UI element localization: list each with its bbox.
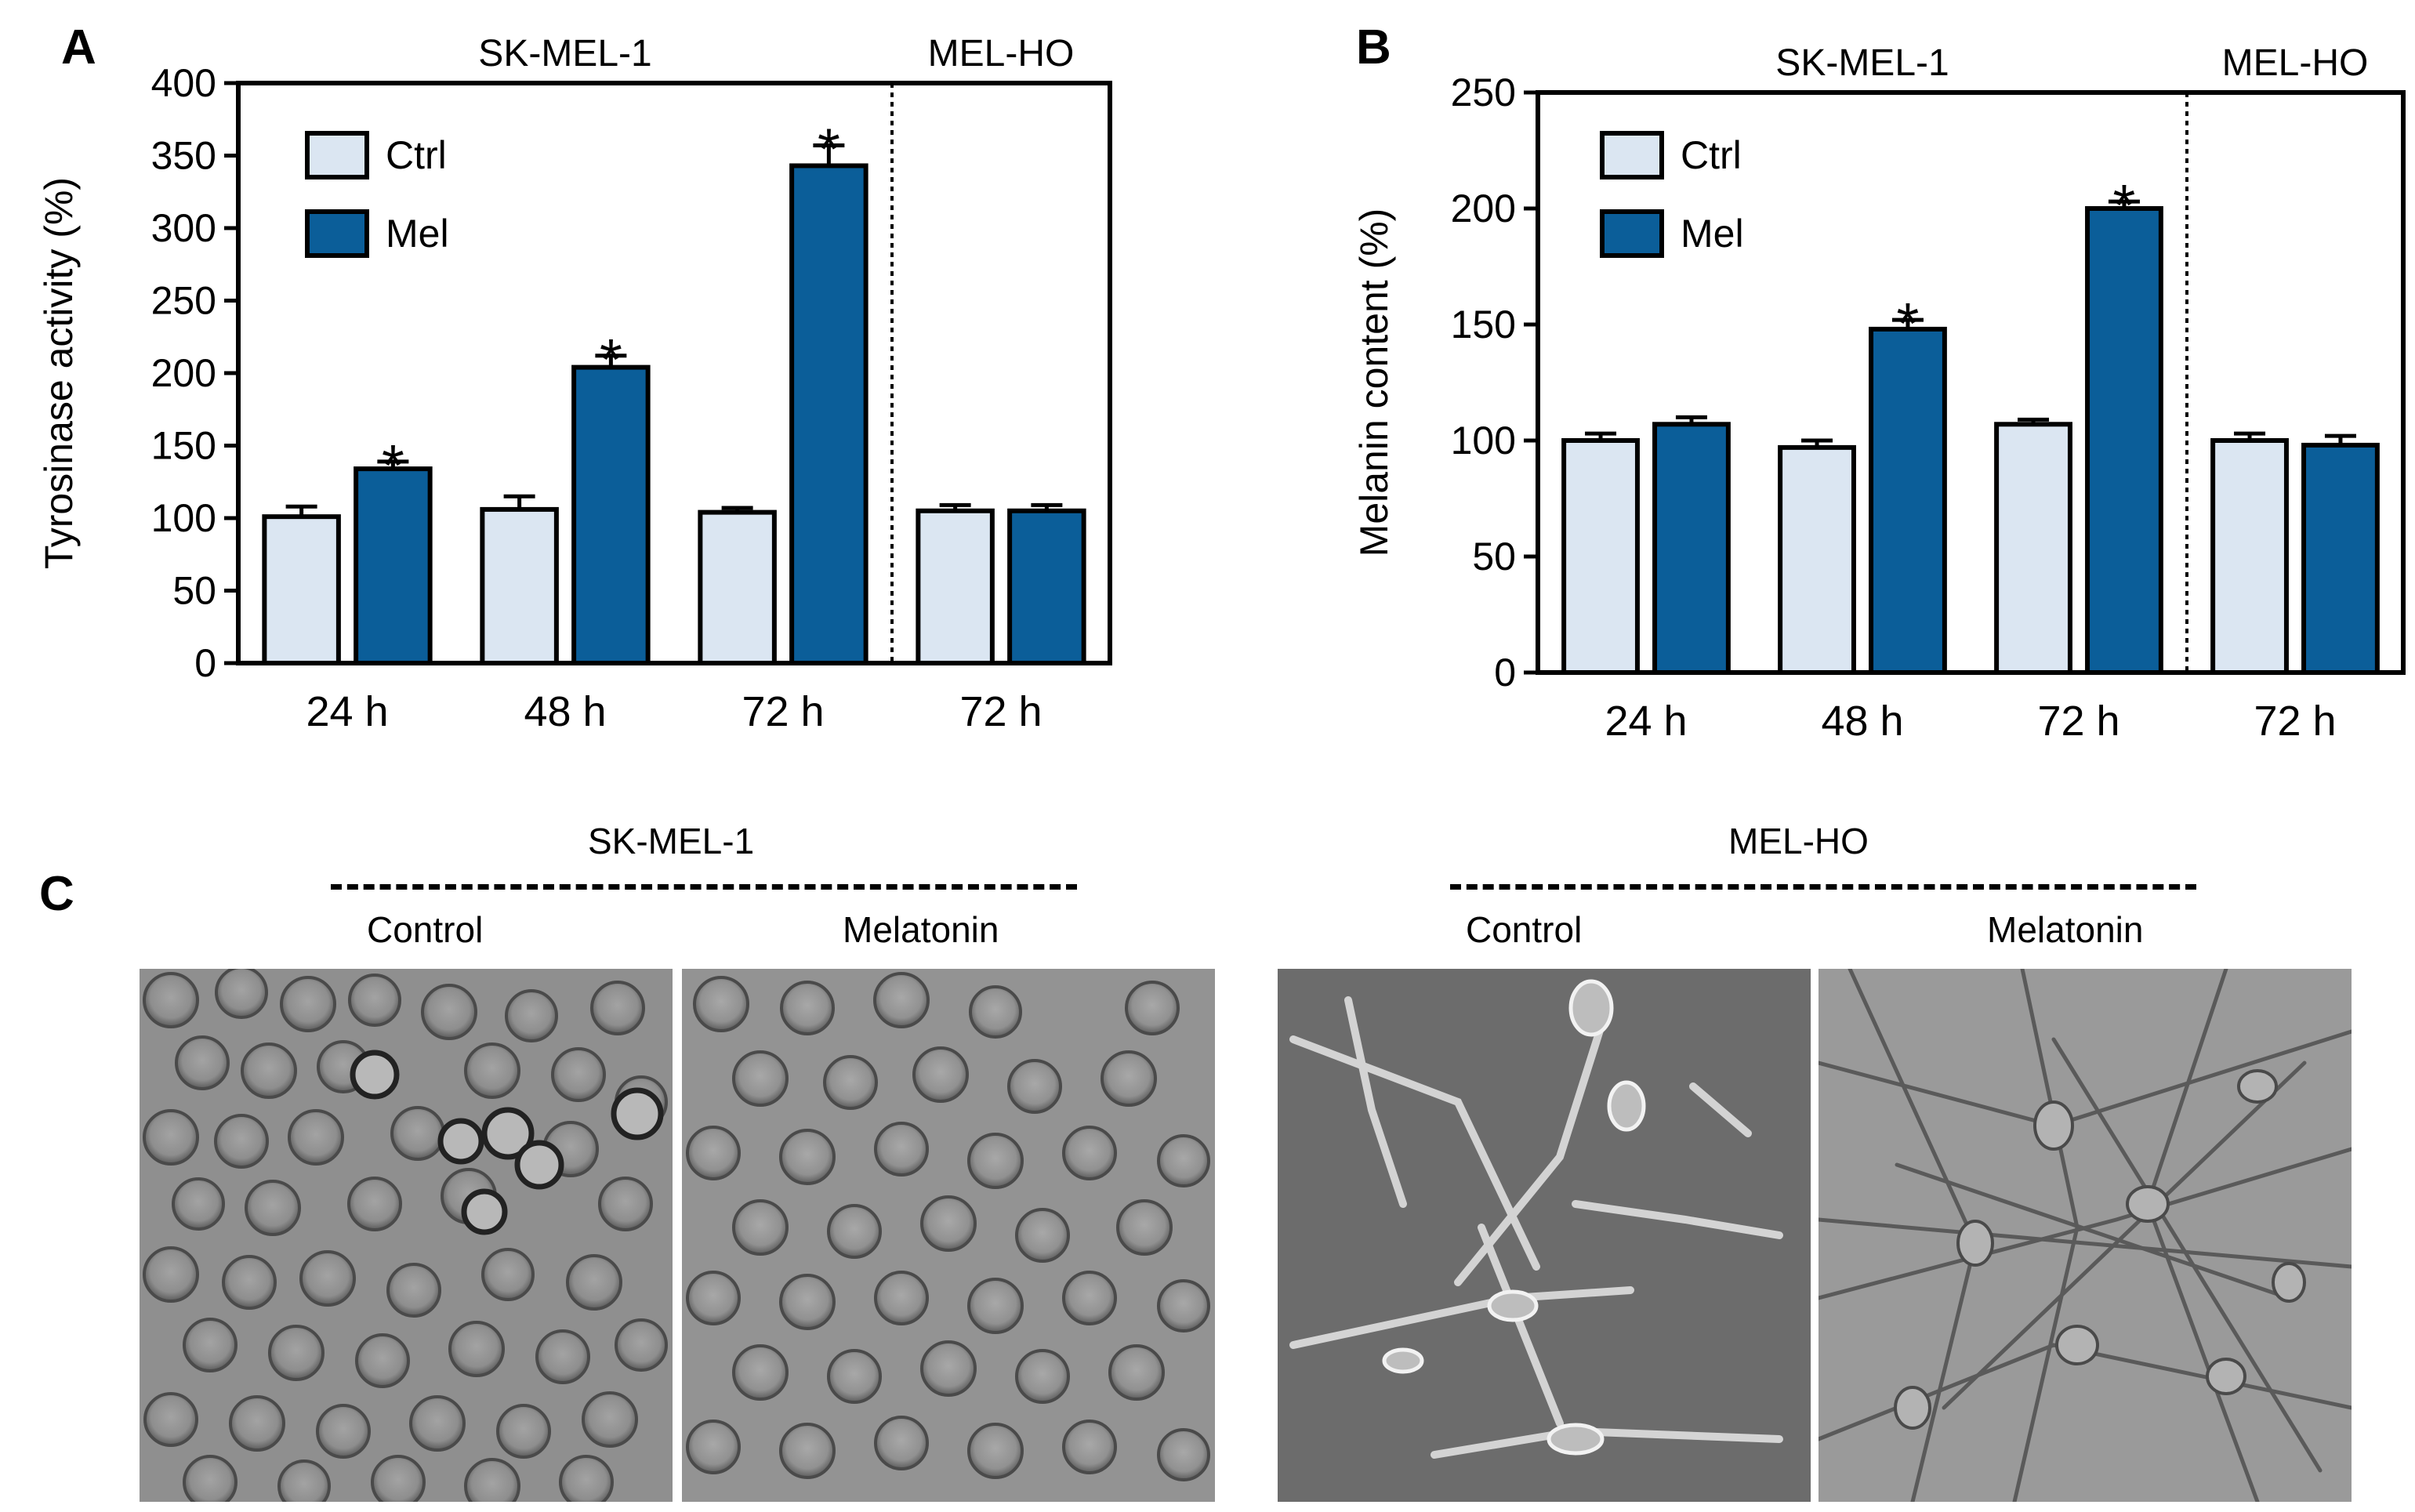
y-tick-label: 250 [151, 279, 216, 323]
y-tick-label: 50 [1472, 535, 1516, 578]
panel-letter-b: B [1356, 20, 1391, 74]
y-tick-label: 150 [151, 424, 216, 468]
bar-mel [1007, 508, 1086, 665]
panel-c-condition-label: Control [1466, 909, 1583, 950]
bar-ctrl [1561, 438, 1640, 675]
legend-label-ctrl: Ctrl [386, 133, 447, 177]
bar-mel [1652, 422, 1731, 676]
bar-mel [2085, 206, 2163, 675]
legend-label-mel: Mel [1681, 212, 1744, 256]
group-label-sk-mel-1: SK-MEL-1 [1775, 42, 1949, 84]
significance-marker: * [382, 433, 404, 498]
legend-swatch-mel [1600, 209, 1664, 258]
bar-ctrl [1994, 422, 2072, 676]
micrograph-mel-ho-melatonin [1819, 969, 2352, 1502]
x-tick-label: 72 h [2254, 698, 2336, 745]
x-tick-label: 48 h [1821, 698, 1903, 745]
bar-mel [1869, 326, 1947, 675]
significance-marker: * [2113, 172, 2136, 237]
significance-marker: * [1897, 291, 1920, 356]
group-label-mel-ho: MEL-HO [2222, 42, 2369, 84]
x-tick-label: 24 h [1605, 698, 1687, 745]
y-tick-label: 0 [1494, 651, 1516, 694]
y-tick-label: 150 [1451, 303, 1516, 346]
x-tick-label: 24 h [306, 688, 388, 735]
x-tick-label: 72 h [959, 688, 1042, 735]
y-tick-label: 0 [194, 641, 216, 685]
panel-c-divider-mel-ho [1450, 884, 2196, 890]
y-axis-label: Melanin content (%) [1352, 208, 1396, 557]
legend-swatch-ctrl [1600, 131, 1664, 179]
panel-letter-c: C [39, 867, 74, 921]
micrograph-mel-ho-control [1278, 969, 1811, 1502]
legend-label-ctrl: Ctrl [1681, 133, 1742, 177]
x-tick-label: 72 h [742, 688, 824, 735]
chart-tyrosinase-activity: 0 50 100 150 200 250 300 350 400 Tyrosinase activ… [37, 33, 1112, 735]
bar-ctrl [2210, 438, 2289, 675]
y-tick-label: 350 [151, 134, 216, 178]
bar-ctrl [480, 506, 559, 666]
plot-frame [1536, 90, 2406, 675]
panel-c-group-label-sk-mel-1: SK-MEL-1 [588, 821, 755, 861]
x-tick-label: 72 h [2037, 698, 2119, 745]
panel-c-condition-label: Control [367, 909, 484, 950]
y-tick-label: 250 [1451, 71, 1516, 114]
bar-ctrl [916, 508, 995, 665]
significance-marker: * [600, 327, 622, 392]
bar-ctrl [698, 509, 777, 665]
panel-letter-a: A [61, 20, 96, 74]
bar-mel [789, 163, 868, 665]
panel-c-group-label-mel-ho: MEL-HO [1728, 821, 1869, 861]
y-tick-label: 400 [151, 61, 216, 105]
bar-mel [354, 466, 433, 665]
y-tick-label: 50 [172, 569, 216, 613]
micrograph-sk-mel-1-melatonin [682, 969, 1215, 1502]
legend-label-mel: Mel [386, 212, 449, 256]
chart-melanin-content: 0 50 100 150 200 250 Melanin content (%) SK-MEL… [1352, 42, 2406, 745]
y-tick-label: 100 [1451, 419, 1516, 462]
panel-c-condition-label: Melatonin [1987, 909, 2144, 950]
panel-c-condition-label: Melatonin [843, 909, 999, 950]
group-label-sk-mel-1: SK-MEL-1 [478, 33, 651, 74]
y-axis-label: Tyrosinase activity (%) [37, 177, 81, 569]
bar-mel [2301, 442, 2380, 675]
y-tick-label: 200 [1451, 187, 1516, 230]
y-tick-label: 300 [151, 206, 216, 250]
bar-ctrl [1778, 444, 1856, 675]
y-tick-label: 200 [151, 351, 216, 395]
bar-ctrl [262, 514, 341, 666]
panel-c-divider-sk-mel-1 [331, 884, 1077, 890]
significance-marker: * [818, 117, 840, 182]
legend-swatch-mel [305, 209, 369, 258]
y-tick-label: 100 [151, 496, 216, 540]
group-label-mel-ho: MEL-HO [928, 33, 1075, 74]
micrograph-sk-mel-1-control [140, 969, 673, 1502]
legend-swatch-ctrl [305, 131, 369, 179]
x-tick-label: 48 h [524, 688, 606, 735]
bar-mel [571, 364, 651, 665]
